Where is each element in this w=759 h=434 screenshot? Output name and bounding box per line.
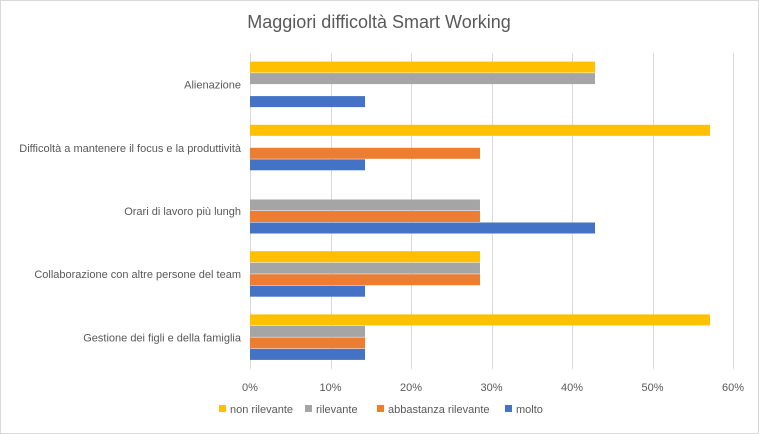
bar-molto-3: [250, 222, 596, 234]
bar-non-rilevante-5: [250, 314, 710, 326]
category-label-4: Collaborazione con altre persone del tea…: [34, 269, 241, 281]
bar-rilevante-5: [250, 325, 366, 337]
bars: [250, 61, 710, 360]
bar-non-rilevante-2: [250, 124, 710, 136]
category-labels: Alienazione Difficoltà a mantenere il foc…: [19, 80, 242, 345]
bar-molto-1: [250, 96, 366, 108]
legend-swatch-abbastanza-rilevante: [377, 405, 384, 412]
x-tick-60: 60%: [722, 382, 744, 394]
legend-swatch-non-rilevante: [219, 405, 226, 412]
category-label-5: Gestione dei figli e della famiglia: [83, 332, 242, 344]
bar-abbastanza-rilevante-4: [250, 274, 480, 286]
legend-label-molto: molto: [516, 404, 543, 416]
bar-rilevante-1: [250, 73, 596, 85]
x-tick-40: 40%: [561, 382, 583, 394]
x-tick-10: 10%: [319, 382, 341, 394]
bar-rilevante-4: [250, 262, 480, 274]
legend-label-abbastanza-rilevante: abbastanza rilevante: [388, 404, 490, 416]
x-tick-labels: 0% 10% 20% 30% 40% 50% 60%: [242, 382, 744, 394]
bar-non-rilevante-4: [250, 251, 480, 263]
bar-abbastanza-rilevante-2: [250, 147, 480, 159]
bar-abbastanza-rilevante-3: [250, 211, 480, 222]
x-tick-20: 20%: [400, 382, 422, 394]
category-label-2: Difficoltà a mantenere il focus e la pro…: [19, 143, 242, 155]
x-tick-0: 0%: [242, 382, 258, 394]
legend-label-non-rilevante: non rilevante: [230, 404, 293, 416]
bar-molto-2: [250, 159, 366, 171]
legend-label-rilevante: rilevante: [316, 404, 358, 416]
legend-swatch-molto: [505, 405, 512, 412]
category-label-1: Alienazione: [184, 80, 241, 92]
bar-non-rilevante-1: [250, 61, 596, 73]
x-tick-30: 30%: [480, 382, 502, 394]
bar-molto-5: [250, 348, 366, 360]
chart-title: Maggiori difficoltà Smart Working: [247, 12, 510, 32]
legend-swatch-rilevante: [305, 405, 312, 412]
x-tick-50: 50%: [641, 382, 663, 394]
legend: non rilevante rilevante abbastanza rilevan…: [219, 404, 543, 416]
bar-molto-4: [250, 285, 366, 297]
category-label-3: Orari di lavoro più lungh: [124, 206, 241, 218]
bar-abbastanza-rilevante-5: [250, 337, 366, 349]
bar-rilevante-3: [250, 199, 480, 211]
